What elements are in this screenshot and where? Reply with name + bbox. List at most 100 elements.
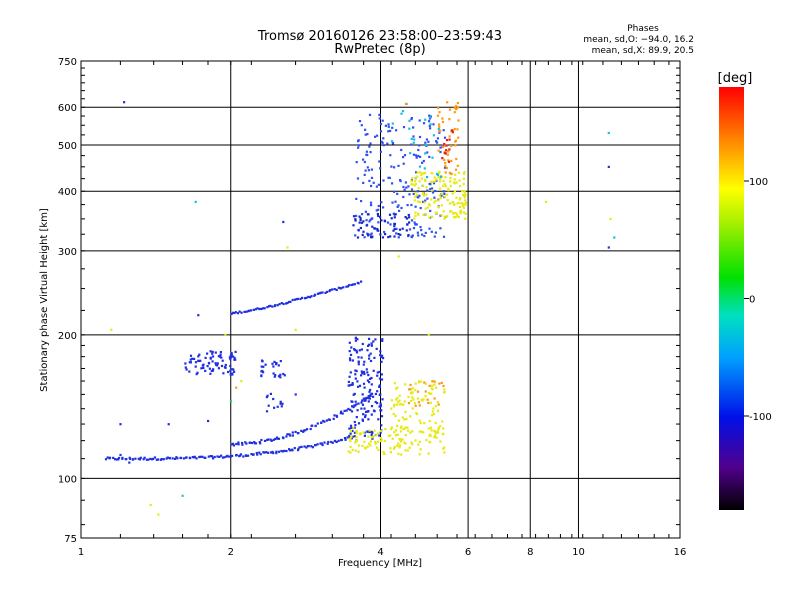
data-point	[463, 171, 466, 174]
data-point	[149, 457, 152, 460]
data-point	[419, 422, 422, 425]
data-point	[376, 440, 379, 443]
data-point	[356, 380, 359, 383]
data-point	[462, 182, 465, 186]
data-point	[408, 119, 411, 122]
data-point	[383, 230, 386, 234]
data-point	[395, 129, 398, 132]
y-tick-label: 200	[58, 331, 77, 342]
data-point	[391, 126, 394, 129]
data-point	[362, 230, 365, 233]
data-point	[364, 210, 367, 213]
data-point	[423, 234, 426, 238]
data-point	[414, 404, 417, 407]
data-point	[416, 171, 419, 174]
data-point	[272, 372, 275, 375]
data-point	[332, 417, 335, 420]
data-point	[436, 173, 440, 177]
data-point	[250, 453, 253, 456]
data-point	[380, 373, 383, 376]
data-point	[379, 350, 382, 353]
data-point	[441, 420, 444, 423]
data-point	[367, 374, 370, 377]
data-point	[391, 201, 394, 204]
data-point	[418, 430, 421, 433]
data-point	[434, 432, 438, 435]
data-point	[368, 357, 371, 360]
data-point	[215, 363, 218, 366]
x-tick-label: 2	[228, 547, 234, 558]
data-point	[449, 210, 452, 213]
data-point	[409, 431, 412, 434]
data-point	[443, 183, 446, 186]
data-point	[379, 431, 382, 434]
data-point	[390, 426, 393, 429]
data-point	[428, 114, 431, 117]
data-point	[259, 442, 262, 445]
data-point	[307, 445, 310, 448]
data-point	[439, 187, 442, 190]
minor-ticks	[81, 61, 680, 538]
data-point	[456, 215, 459, 218]
data-point	[442, 427, 445, 430]
data-point	[247, 454, 250, 457]
data-point	[423, 201, 426, 204]
data-point	[452, 212, 455, 215]
data-point	[369, 201, 373, 204]
data-point	[415, 412, 418, 415]
data-point	[405, 186, 408, 189]
data-point	[382, 144, 385, 147]
data-point	[387, 130, 390, 133]
data-point	[341, 412, 344, 415]
data-point	[349, 408, 352, 411]
data-point	[361, 399, 364, 402]
data-point	[240, 311, 243, 314]
data-point	[431, 380, 434, 383]
data-point	[362, 431, 365, 434]
data-point	[431, 384, 434, 387]
data-point	[359, 432, 362, 435]
data-point	[279, 402, 282, 405]
data-point	[428, 420, 431, 423]
data-point	[410, 143, 413, 146]
data-point	[371, 437, 374, 440]
data-point	[357, 422, 361, 425]
data-point	[362, 158, 365, 161]
data-point	[258, 451, 261, 454]
data-point	[423, 194, 426, 197]
data-point	[382, 357, 385, 360]
data-point	[369, 440, 372, 443]
data-point	[375, 209, 378, 212]
data-point	[440, 381, 443, 384]
data-point	[353, 431, 357, 434]
data-point	[166, 456, 169, 459]
data-point	[363, 399, 366, 402]
data-point	[352, 215, 356, 218]
data-point	[392, 412, 395, 416]
data-point	[387, 125, 390, 128]
data-point	[609, 217, 612, 221]
data-point	[414, 176, 417, 179]
data-point	[363, 160, 366, 164]
data-point	[297, 432, 300, 435]
data-point	[368, 431, 371, 434]
data-point	[291, 434, 294, 437]
data-point	[193, 357, 196, 360]
data-point	[431, 180, 434, 183]
phase-info-o: mean, sd,O: −94.0, 16.2	[583, 35, 694, 45]
data-point	[390, 428, 393, 431]
data-point	[456, 128, 459, 131]
data-point	[428, 124, 431, 127]
y-tick-label: 75	[64, 534, 77, 545]
data-point	[433, 435, 436, 438]
data-point	[430, 387, 433, 390]
data-point	[377, 183, 380, 186]
data-point	[219, 355, 222, 358]
data-point	[269, 438, 272, 441]
data-point	[442, 129, 445, 132]
data-point	[417, 401, 420, 404]
data-point	[363, 372, 366, 376]
data-point	[390, 140, 394, 143]
data-point	[357, 360, 360, 363]
data-point	[368, 429, 371, 432]
